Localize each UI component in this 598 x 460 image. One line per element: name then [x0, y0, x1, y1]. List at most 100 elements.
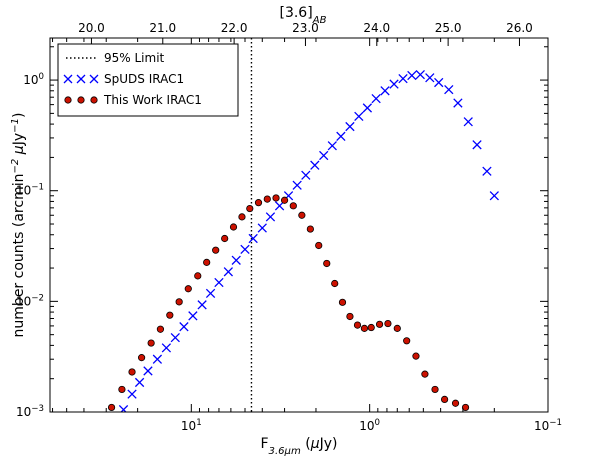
data-point [292, 180, 302, 190]
data-point [205, 288, 216, 299]
data-point [371, 93, 381, 104]
top-axis-title: [3.6]AB [279, 5, 326, 26]
data-marks [107, 38, 499, 412]
data-point [170, 332, 180, 343]
data-point [214, 277, 224, 288]
data-point [280, 196, 289, 204]
data-point [362, 103, 373, 113]
axes: 101 100 10−1 10−3 10−2 10−1 100 20.0 21.0 22.0 23.… [10, 5, 563, 457]
data-point [407, 70, 417, 81]
data-point [118, 404, 129, 412]
legend-label: SpUDS IRAC1 [104, 72, 184, 86]
data-point [127, 389, 137, 399]
data-point [453, 98, 463, 108]
top-tick-label: 21.0 [149, 21, 176, 35]
data-point [375, 320, 384, 328]
legend-dot-marker [90, 96, 98, 104]
legend-x-marker [63, 74, 73, 84]
data-point [323, 259, 331, 268]
legend-x-marker [76, 74, 86, 84]
data-point [431, 385, 439, 394]
data-point [463, 117, 473, 127]
y-axis-title: number counts (arcmin−2 µJy−1) [10, 113, 28, 338]
data-point [107, 403, 116, 412]
data-point [152, 354, 163, 364]
legend-dot-marker [77, 96, 85, 104]
plot-area [107, 38, 499, 412]
legend-box [57, 43, 239, 117]
data-point [331, 279, 339, 288]
data-point [184, 285, 192, 293]
data-point [166, 311, 174, 319]
series-2 [107, 194, 470, 412]
y-tick-label: 10−3 [16, 404, 44, 419]
data-point [238, 213, 246, 221]
plot-frame [49, 37, 549, 413]
data-point [188, 311, 198, 321]
top-tick-label: 22.0 [221, 21, 248, 35]
data-point [134, 377, 145, 388]
data-point [223, 267, 234, 277]
y-tick-label: 100 [23, 72, 44, 87]
data-point [421, 370, 429, 378]
data-point [118, 385, 126, 394]
data-point [367, 323, 375, 332]
x-tick-label: 101 [181, 418, 202, 433]
data-point [212, 246, 220, 254]
top-tick-label: 25.0 [435, 21, 462, 35]
top-tick-label: 26.0 [506, 21, 533, 35]
data-point [248, 233, 258, 244]
data-point [338, 298, 347, 306]
x-tick-label: 100 [359, 418, 380, 433]
data-point [403, 337, 411, 345]
data-point [161, 343, 172, 353]
y-tick-label: 10−1 [16, 183, 44, 198]
data-point [128, 368, 136, 376]
data-point [194, 272, 202, 280]
data-point [221, 234, 229, 243]
data-point [229, 223, 238, 231]
data-point [298, 211, 306, 219]
data-point [319, 150, 329, 161]
data-point [393, 324, 401, 332]
data-point [143, 366, 153, 376]
data-point [197, 300, 207, 310]
data-point [441, 395, 449, 403]
legend-entry: 95% Limit [66, 51, 165, 65]
legend-entry: This Work IRAC1 [64, 93, 202, 107]
data-point [265, 212, 276, 222]
data-point [272, 194, 280, 202]
legend: 95% Limit SpUDS IRAC1 This Work IRAC1 [57, 43, 239, 117]
data-point [147, 339, 155, 347]
legend-label: 95% Limit [104, 51, 165, 65]
data-point [231, 255, 241, 265]
data-point [310, 160, 320, 170]
legend-dot-marker [64, 96, 72, 104]
x-tick-label: 10−1 [534, 418, 562, 433]
data-point [354, 111, 364, 122]
data-point [263, 195, 271, 203]
data-point [360, 324, 369, 332]
data-point [301, 170, 311, 180]
legend-x-marker [89, 74, 99, 84]
top-tick-label: 24.0 [363, 21, 390, 35]
data-point [179, 322, 189, 332]
legend-entry: SpUDS IRAC1 [63, 72, 184, 86]
data-point [389, 79, 399, 89]
data-point [451, 399, 460, 407]
data-point [461, 403, 470, 412]
data-point [398, 73, 408, 84]
data-point [327, 141, 337, 151]
y-tick-label: 10−2 [16, 293, 44, 308]
data-point [156, 325, 165, 333]
data-point [203, 258, 211, 266]
series-1 [118, 69, 499, 412]
data-point [353, 321, 362, 329]
data-point [257, 223, 267, 233]
top-tick-label: 20.0 [78, 21, 105, 35]
data-point [138, 354, 146, 362]
data-point [482, 166, 492, 176]
data-point [415, 69, 425, 80]
data-point [384, 319, 392, 328]
